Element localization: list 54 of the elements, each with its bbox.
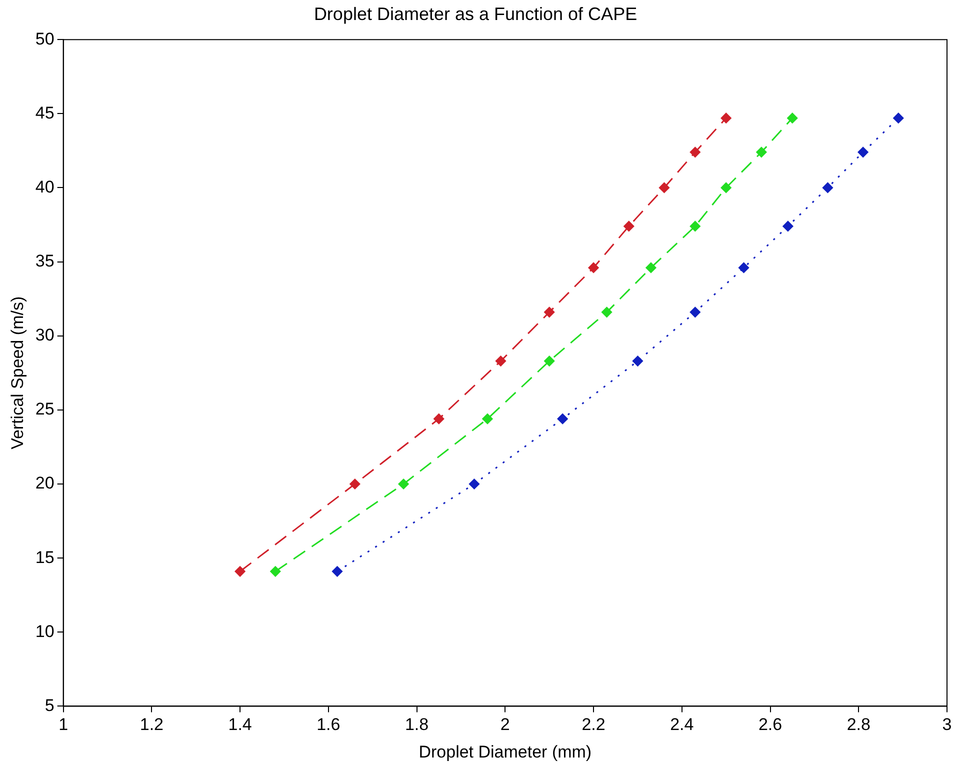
point	[787, 112, 798, 124]
point	[234, 566, 246, 577]
y-tick-label: 15	[35, 548, 54, 567]
y-tick-label: 45	[35, 103, 54, 122]
point	[588, 262, 599, 273]
x-tick-label: 1.2	[140, 715, 164, 734]
x-tick-label: 2.2	[582, 715, 606, 734]
point	[434, 414, 444, 424]
y-tick-label: 5	[44, 696, 54, 715]
y-tick-label: 20	[35, 474, 54, 493]
point	[646, 262, 656, 273]
y-tick-label: 35	[35, 251, 54, 270]
x-tick-label: 2.6	[758, 715, 782, 734]
x-tick-label: 1	[58, 715, 68, 734]
y-tick-label: 50	[35, 29, 54, 48]
x-tick-label: 1.6	[316, 715, 340, 734]
x-tick-label: 3	[942, 715, 952, 734]
point	[332, 566, 343, 577]
y-tick-label: 25	[35, 400, 54, 419]
point	[782, 221, 794, 232]
point	[690, 146, 700, 158]
y-tick-label: 40	[35, 177, 54, 196]
point	[270, 566, 281, 577]
point	[858, 146, 868, 158]
point	[690, 306, 700, 318]
point	[756, 146, 767, 158]
point	[738, 262, 749, 273]
point	[720, 182, 732, 193]
x-tick-label: 2.4	[670, 715, 694, 734]
chart-title: Droplet Diameter as a Function of CAPE	[314, 4, 638, 24]
x-tick-label: 2	[500, 715, 510, 734]
point	[720, 112, 732, 124]
x-axis-title: Droplet Diameter (mm)	[418, 742, 592, 762]
y-axis-title: Vertical Speed (m/s)	[8, 296, 27, 450]
point	[893, 112, 904, 124]
point	[602, 306, 612, 318]
point	[822, 182, 833, 193]
point	[350, 478, 360, 490]
x-tick-label: 2.8	[846, 715, 870, 734]
x-tick-label: 1.8	[404, 715, 429, 734]
point	[468, 478, 480, 490]
point	[690, 221, 700, 232]
point	[544, 306, 555, 318]
point	[495, 356, 506, 366]
point	[658, 182, 670, 193]
point	[482, 414, 493, 424]
point	[557, 414, 568, 424]
y-tick-label: 30	[35, 326, 54, 345]
point	[544, 356, 555, 366]
point	[398, 478, 409, 490]
y-tick-label: 10	[35, 622, 54, 641]
point	[632, 356, 643, 366]
x-tick-label: 1.4	[228, 715, 252, 734]
point	[624, 221, 634, 232]
